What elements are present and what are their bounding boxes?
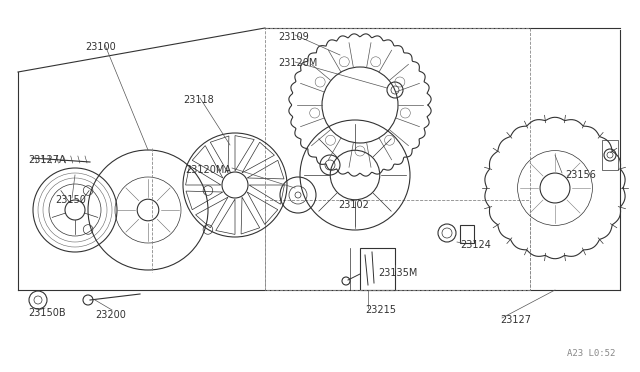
Text: 23135M: 23135M: [378, 268, 417, 278]
Text: 23100: 23100: [85, 42, 116, 52]
Text: 23127A: 23127A: [28, 155, 66, 165]
Bar: [460, 225, 474, 243]
Text: 23150B: 23150B: [28, 308, 66, 318]
Text: 23150: 23150: [55, 195, 86, 205]
Text: 23102: 23102: [338, 200, 369, 210]
Text: 23120M: 23120M: [278, 58, 317, 68]
Text: 23156: 23156: [565, 170, 596, 180]
Text: 23127: 23127: [500, 315, 531, 325]
Text: 23120MA: 23120MA: [185, 165, 231, 175]
Text: 23109: 23109: [278, 32, 308, 42]
Text: 23215: 23215: [365, 305, 396, 315]
Bar: [360, 248, 395, 290]
Text: 23124: 23124: [460, 240, 491, 250]
Text: A23 L0:52: A23 L0:52: [566, 349, 615, 358]
Bar: [602, 140, 618, 170]
Text: 23200: 23200: [95, 310, 126, 320]
Text: 23118: 23118: [183, 95, 214, 105]
